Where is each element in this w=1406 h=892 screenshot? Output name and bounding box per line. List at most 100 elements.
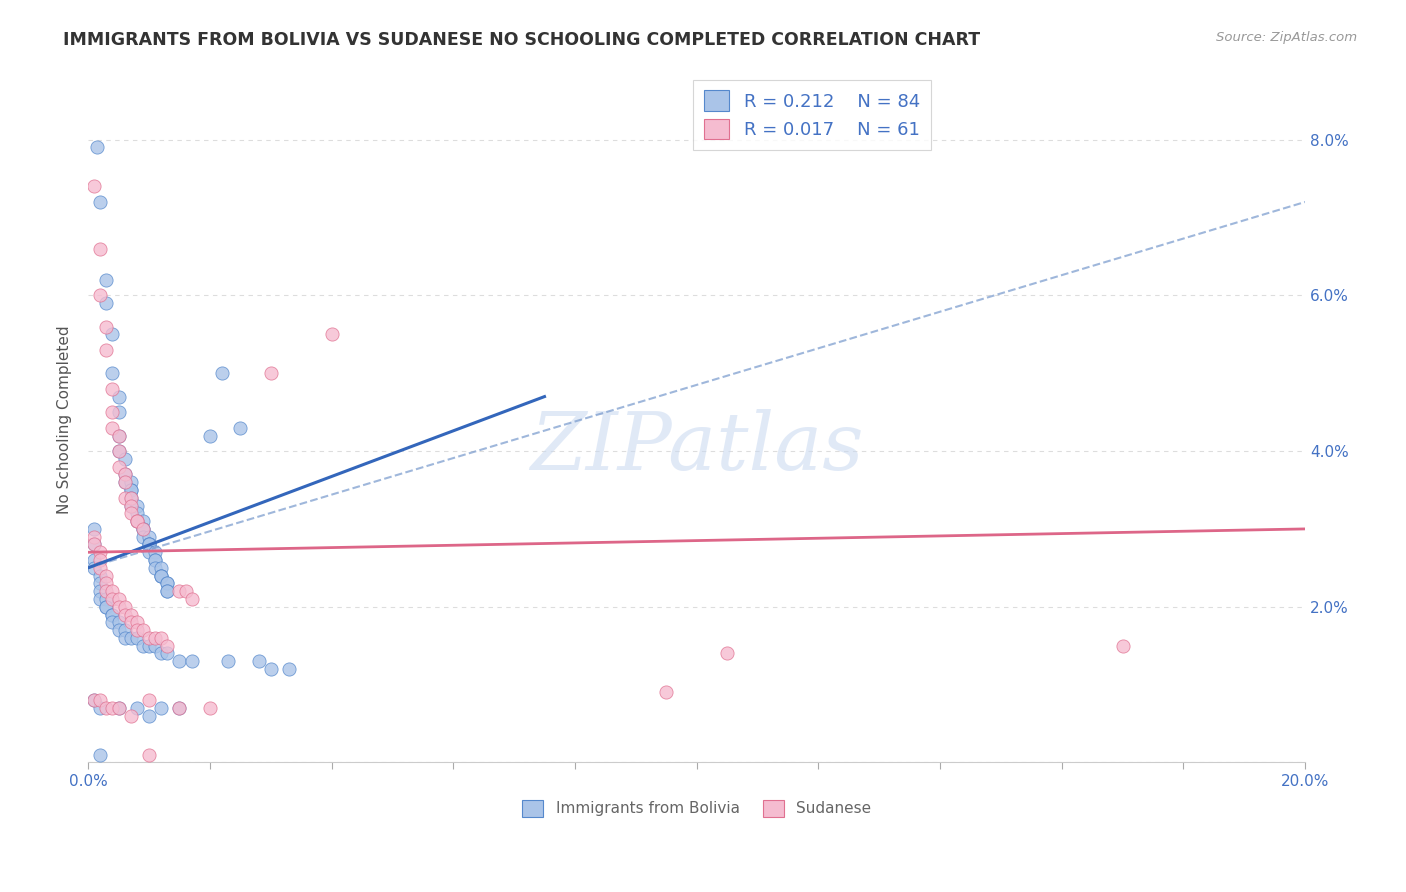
Point (96, 319, 118, 334)
Point (229, 421, 252, 435)
Point (96, 591, 118, 606)
Point (96, 343, 118, 357)
Point (120, 631, 142, 645)
Point (89, 747, 111, 762)
Point (138, 537, 160, 551)
Point (143, 639, 166, 653)
Point (247, 654, 270, 668)
Point (107, 405, 129, 419)
Legend: Immigrants from Bolivia, Sudanese: Immigrants from Bolivia, Sudanese (516, 793, 877, 823)
Point (83, 537, 105, 551)
Point (83, 530, 105, 544)
Point (138, 530, 160, 544)
Point (101, 607, 124, 622)
Point (101, 607, 124, 622)
Point (89, 194, 111, 209)
Point (107, 623, 129, 637)
Point (125, 499, 148, 513)
Point (120, 483, 142, 497)
Point (107, 459, 129, 474)
Point (89, 545, 111, 559)
Text: Source: ZipAtlas.com: Source: ZipAtlas.com (1216, 31, 1357, 45)
Point (101, 591, 124, 606)
Point (83, 179, 105, 194)
Point (114, 599, 136, 614)
Point (107, 701, 129, 715)
Point (120, 506, 142, 520)
Point (114, 491, 136, 505)
Point (107, 591, 129, 606)
Point (89, 584, 111, 599)
Point (101, 615, 124, 630)
Point (107, 444, 129, 458)
Point (107, 390, 129, 404)
Point (260, 662, 283, 676)
Point (101, 382, 124, 396)
Point (83, 537, 105, 551)
Point (150, 701, 173, 715)
Point (150, 561, 173, 575)
Point (83, 693, 105, 707)
Point (132, 522, 155, 536)
Point (278, 662, 301, 676)
Point (96, 584, 118, 599)
Point (89, 591, 111, 606)
Point (138, 693, 160, 707)
Point (150, 647, 173, 661)
Point (655, 685, 678, 699)
Point (180, 654, 202, 668)
Point (120, 483, 142, 497)
Point (180, 591, 202, 606)
Point (169, 701, 191, 715)
Point (143, 553, 166, 567)
Point (169, 654, 191, 668)
Point (83, 693, 105, 707)
Point (107, 599, 129, 614)
Point (107, 701, 129, 715)
Point (125, 701, 148, 715)
Point (716, 647, 738, 661)
Point (114, 475, 136, 490)
Point (138, 545, 160, 559)
Point (101, 701, 124, 715)
Point (143, 631, 166, 645)
Point (114, 451, 136, 466)
Point (107, 428, 129, 442)
Point (150, 568, 173, 582)
Point (138, 631, 160, 645)
Point (89, 568, 111, 582)
Point (83, 522, 105, 536)
Point (132, 530, 155, 544)
Point (89, 561, 111, 575)
Point (96, 568, 118, 582)
Point (125, 514, 148, 528)
Point (169, 701, 191, 715)
Point (120, 615, 142, 630)
Point (132, 514, 155, 528)
Point (138, 639, 160, 653)
Point (107, 444, 129, 458)
Point (120, 708, 142, 723)
Point (114, 607, 136, 622)
Point (169, 584, 191, 599)
Point (96, 599, 118, 614)
Point (156, 576, 179, 591)
Point (114, 467, 136, 482)
Point (120, 607, 142, 622)
Point (120, 499, 142, 513)
Point (89, 553, 111, 567)
Point (114, 623, 136, 637)
Point (138, 708, 160, 723)
Point (120, 475, 142, 490)
Point (83, 561, 105, 575)
Point (132, 522, 155, 536)
Point (101, 366, 124, 380)
Point (138, 747, 160, 762)
Point (174, 584, 197, 599)
Point (150, 631, 173, 645)
Point (211, 366, 233, 380)
Point (156, 584, 179, 599)
Point (132, 639, 155, 653)
Point (156, 576, 179, 591)
Point (150, 568, 173, 582)
